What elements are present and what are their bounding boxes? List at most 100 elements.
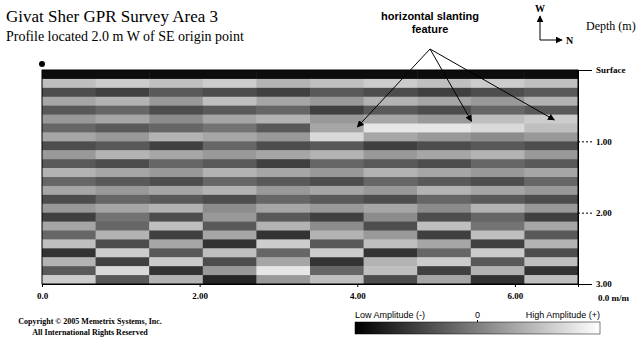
cell: [203, 106, 257, 115]
cell: [364, 239, 418, 248]
cell: [149, 275, 203, 284]
cell: [310, 88, 364, 97]
compass-arrow: [540, 16, 541, 40]
cell: [364, 115, 418, 124]
cell: [96, 150, 150, 159]
cell: [203, 257, 257, 266]
cell: [310, 79, 364, 88]
cell: [524, 266, 578, 275]
cell: [524, 239, 578, 248]
x-tick-label: 2.00: [192, 291, 208, 301]
cell: [96, 248, 150, 257]
compass-label: N: [566, 35, 574, 46]
cell: [203, 222, 257, 231]
cell: [96, 124, 150, 133]
cell: [256, 124, 310, 133]
x-axis-line: [43, 285, 579, 288]
cell: [256, 222, 310, 231]
cell: [256, 248, 310, 257]
title: Givat Sher GPR Survey Area 3: [6, 7, 218, 26]
cell: [203, 168, 257, 177]
cell: [42, 266, 96, 275]
cell: [203, 248, 257, 257]
cell: [256, 239, 310, 248]
cell: [471, 222, 525, 231]
cell: [524, 275, 578, 284]
cell: [524, 70, 578, 79]
x-tick-mark: [515, 284, 516, 287]
y-tick-label: Surface: [596, 65, 626, 75]
cell: [149, 213, 203, 222]
y-tick: 3.00: [578, 279, 612, 289]
cell: [417, 257, 471, 266]
y-tick-label: 3.00: [596, 279, 612, 289]
cell: [364, 141, 418, 150]
cell: [256, 70, 310, 79]
cell: [471, 266, 525, 275]
cell: [364, 159, 418, 168]
cell: [96, 195, 150, 204]
cell: [417, 231, 471, 240]
cell: [417, 88, 471, 97]
y-axis-label: Depth (m): [586, 19, 636, 33]
chart: Givat Sher GPR Survey Area 3Profile loca…: [0, 0, 641, 349]
cell: [417, 239, 471, 248]
cell: [417, 275, 471, 284]
cell: [471, 239, 525, 248]
cell: [96, 186, 150, 195]
colorbar: [355, 322, 600, 334]
x-tick-label: 4.00: [350, 291, 366, 301]
cell: [96, 177, 150, 186]
cell: [471, 186, 525, 195]
cell: [256, 266, 310, 275]
cell: [149, 132, 203, 141]
cell: [256, 213, 310, 222]
x-tick-mark: [357, 284, 358, 287]
cell: [42, 177, 96, 186]
cell: [471, 275, 525, 284]
cell: [524, 150, 578, 159]
cell: [524, 141, 578, 150]
cell: [524, 231, 578, 240]
cell: [310, 231, 364, 240]
cell: [256, 204, 310, 213]
cell: [203, 132, 257, 141]
cell: [310, 275, 364, 284]
cell: [42, 213, 96, 222]
cell: [364, 257, 418, 266]
cell: [310, 159, 364, 168]
cell: [203, 213, 257, 222]
cell: [42, 124, 96, 133]
cell: [364, 168, 418, 177]
cell: [471, 115, 525, 124]
plot-frame: [42, 70, 578, 284]
cell: [471, 141, 525, 150]
cell: [310, 195, 364, 204]
cell: [417, 195, 471, 204]
colorbar-tick: [477, 320, 478, 322]
cell: [96, 70, 150, 79]
cell: [42, 150, 96, 159]
cell: [524, 88, 578, 97]
y-tick-mark: [578, 141, 592, 142]
cell: [471, 159, 525, 168]
cell: [96, 106, 150, 115]
cell: [42, 248, 96, 257]
cell: [42, 186, 96, 195]
x-tick-label: 6.00: [508, 291, 524, 301]
cell: [364, 79, 418, 88]
cell: [471, 213, 525, 222]
cell: [310, 168, 364, 177]
cell: [96, 115, 150, 124]
cell: [417, 132, 471, 141]
cell: [417, 97, 471, 106]
cell: [96, 132, 150, 141]
annotation-arrow: [430, 49, 554, 120]
cell: [96, 239, 150, 248]
cell: [471, 177, 525, 186]
cell: [203, 124, 257, 133]
cell: [364, 106, 418, 115]
cell: [256, 97, 310, 106]
cell: [417, 222, 471, 231]
y-axis: Surface1.002.003.00: [578, 65, 626, 289]
